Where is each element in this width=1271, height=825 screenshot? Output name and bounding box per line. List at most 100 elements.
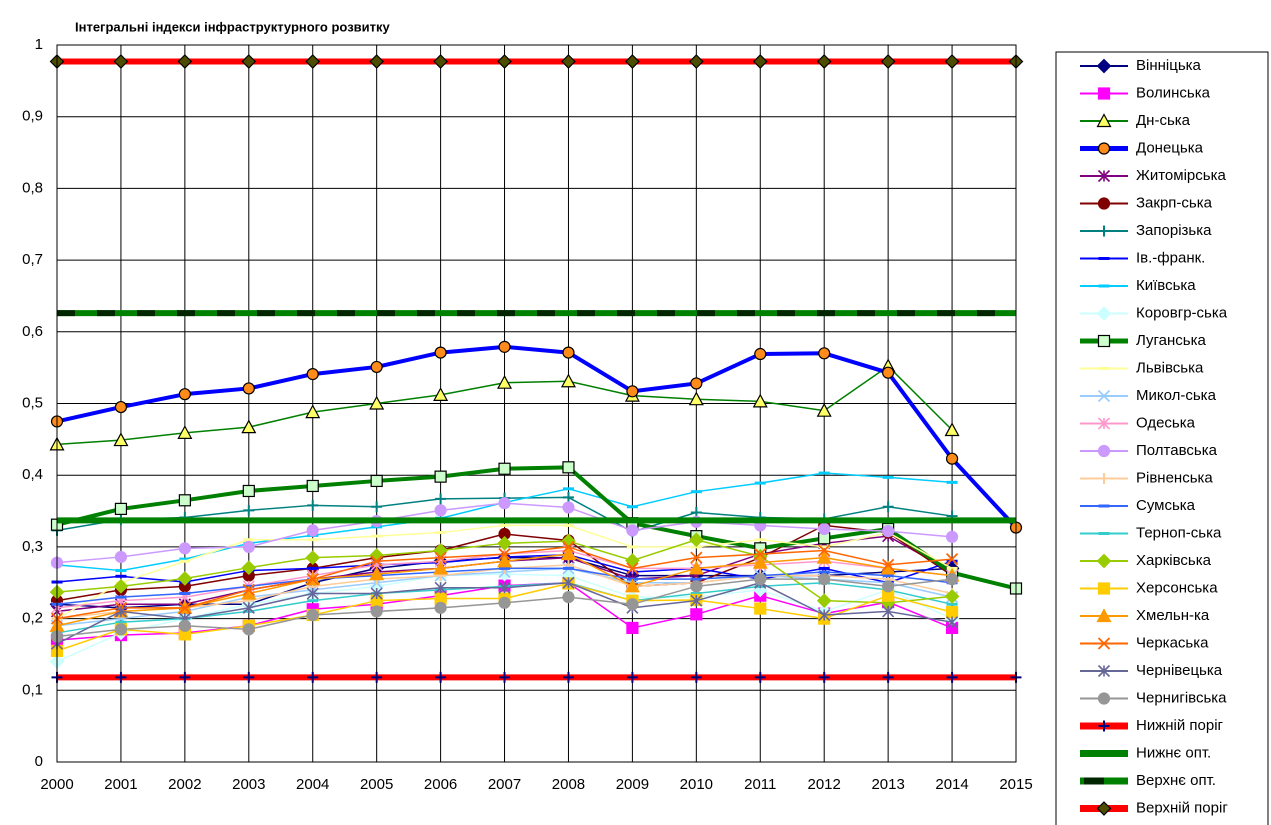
data-point xyxy=(626,598,639,611)
series-line xyxy=(56,344,1018,529)
data-point xyxy=(816,54,832,69)
data-point xyxy=(882,671,894,683)
data-point xyxy=(562,576,575,589)
data-point xyxy=(881,558,895,571)
x-tick-label: 2007 xyxy=(488,776,521,793)
y-tick-label: 0,4 xyxy=(22,466,43,483)
data-point xyxy=(498,596,511,609)
data-point xyxy=(179,671,191,683)
data-point xyxy=(305,54,321,69)
data-point xyxy=(562,461,575,474)
data-point xyxy=(370,587,383,600)
data-point xyxy=(944,54,960,69)
data-point xyxy=(177,571,193,586)
legend-label: Верхнє опт. xyxy=(1136,772,1216,789)
data-point xyxy=(497,54,512,69)
data-point xyxy=(306,368,319,381)
plot-border xyxy=(56,44,1017,763)
x-tick-label: 2008 xyxy=(552,776,585,793)
y-tick-label: 0,8 xyxy=(22,179,43,196)
data-point xyxy=(946,671,958,683)
data-point xyxy=(882,366,895,379)
data-point xyxy=(433,387,449,401)
data-point xyxy=(241,54,257,69)
data-point xyxy=(944,589,960,604)
legend-marker xyxy=(1097,334,1111,348)
data-point xyxy=(818,671,830,683)
legend-marker xyxy=(1097,169,1111,183)
x-tick-label: 2001 xyxy=(104,776,137,793)
data-point xyxy=(818,608,831,622)
legend-label: Житомірська xyxy=(1136,167,1226,184)
data-point xyxy=(562,491,574,503)
data-point xyxy=(307,499,319,511)
legend-label: Львівська xyxy=(1136,359,1204,376)
data-point xyxy=(945,552,959,566)
y-tick-label: 0,5 xyxy=(22,394,43,411)
data-point xyxy=(560,373,576,388)
data-point xyxy=(752,393,768,408)
data-point xyxy=(371,671,383,683)
legend-marker xyxy=(1097,444,1111,458)
data-point xyxy=(818,573,831,586)
legend-label: Рівненська xyxy=(1136,469,1213,486)
legend-label: Донецька xyxy=(1136,139,1204,156)
legend-label: Одеська xyxy=(1136,414,1196,431)
data-point xyxy=(498,462,511,475)
data-point xyxy=(945,530,959,543)
data-point xyxy=(626,621,639,635)
data-point xyxy=(754,573,767,586)
legend-marker xyxy=(1097,197,1111,210)
legend-marker xyxy=(1097,637,1111,650)
data-point xyxy=(114,502,128,515)
legend-label: Чернівецька xyxy=(1136,662,1223,679)
legend-label: Волинська xyxy=(1136,84,1211,101)
data-point xyxy=(178,619,191,632)
data-point xyxy=(882,605,895,618)
data-point xyxy=(497,553,513,568)
data-point xyxy=(433,560,449,575)
data-point xyxy=(369,54,385,69)
data-point xyxy=(754,547,767,561)
data-point xyxy=(560,546,576,561)
data-point xyxy=(307,671,319,683)
data-point xyxy=(498,340,511,353)
legend-marker xyxy=(1097,582,1111,595)
data-point xyxy=(306,573,319,586)
data-point xyxy=(690,608,703,621)
x-tick-label: 2010 xyxy=(680,776,713,793)
x-tick-label: 2014 xyxy=(935,776,968,793)
chart-title: Інтегральні індекси інфраструктурного ро… xyxy=(75,19,391,34)
legend-label: Хмельн-ка xyxy=(1136,607,1210,624)
legend-label: Полтавська xyxy=(1136,442,1218,459)
data-point xyxy=(114,550,128,564)
y-tick-label: 0,1 xyxy=(22,681,43,698)
data-point xyxy=(562,671,574,683)
legend-label: Запорізька xyxy=(1136,222,1212,239)
data-point xyxy=(688,391,704,406)
data-point xyxy=(625,553,640,568)
data-point xyxy=(754,602,767,615)
legend-marker xyxy=(1097,142,1111,155)
legend-label: Верхній поріг xyxy=(1136,799,1228,816)
data-point xyxy=(178,494,191,507)
y-tick-label: 1 xyxy=(35,36,43,53)
data-point xyxy=(178,542,191,555)
data-point xyxy=(562,540,575,554)
data-point xyxy=(882,580,895,593)
legend-marker xyxy=(1098,225,1110,237)
y-tick-label: 0,7 xyxy=(22,251,43,268)
data-point xyxy=(561,54,576,69)
data-point xyxy=(818,347,831,360)
data-point xyxy=(816,402,832,417)
x-tick-label: 2004 xyxy=(296,776,329,793)
y-tick-label: 0,2 xyxy=(22,610,43,627)
data-point xyxy=(113,578,129,594)
x-tick-label: 2005 xyxy=(360,776,393,793)
legend-marker xyxy=(1097,692,1111,705)
data-point xyxy=(752,554,768,569)
x-tick-label: 2013 xyxy=(871,776,904,793)
data-point xyxy=(498,581,511,594)
data-point xyxy=(433,54,448,69)
